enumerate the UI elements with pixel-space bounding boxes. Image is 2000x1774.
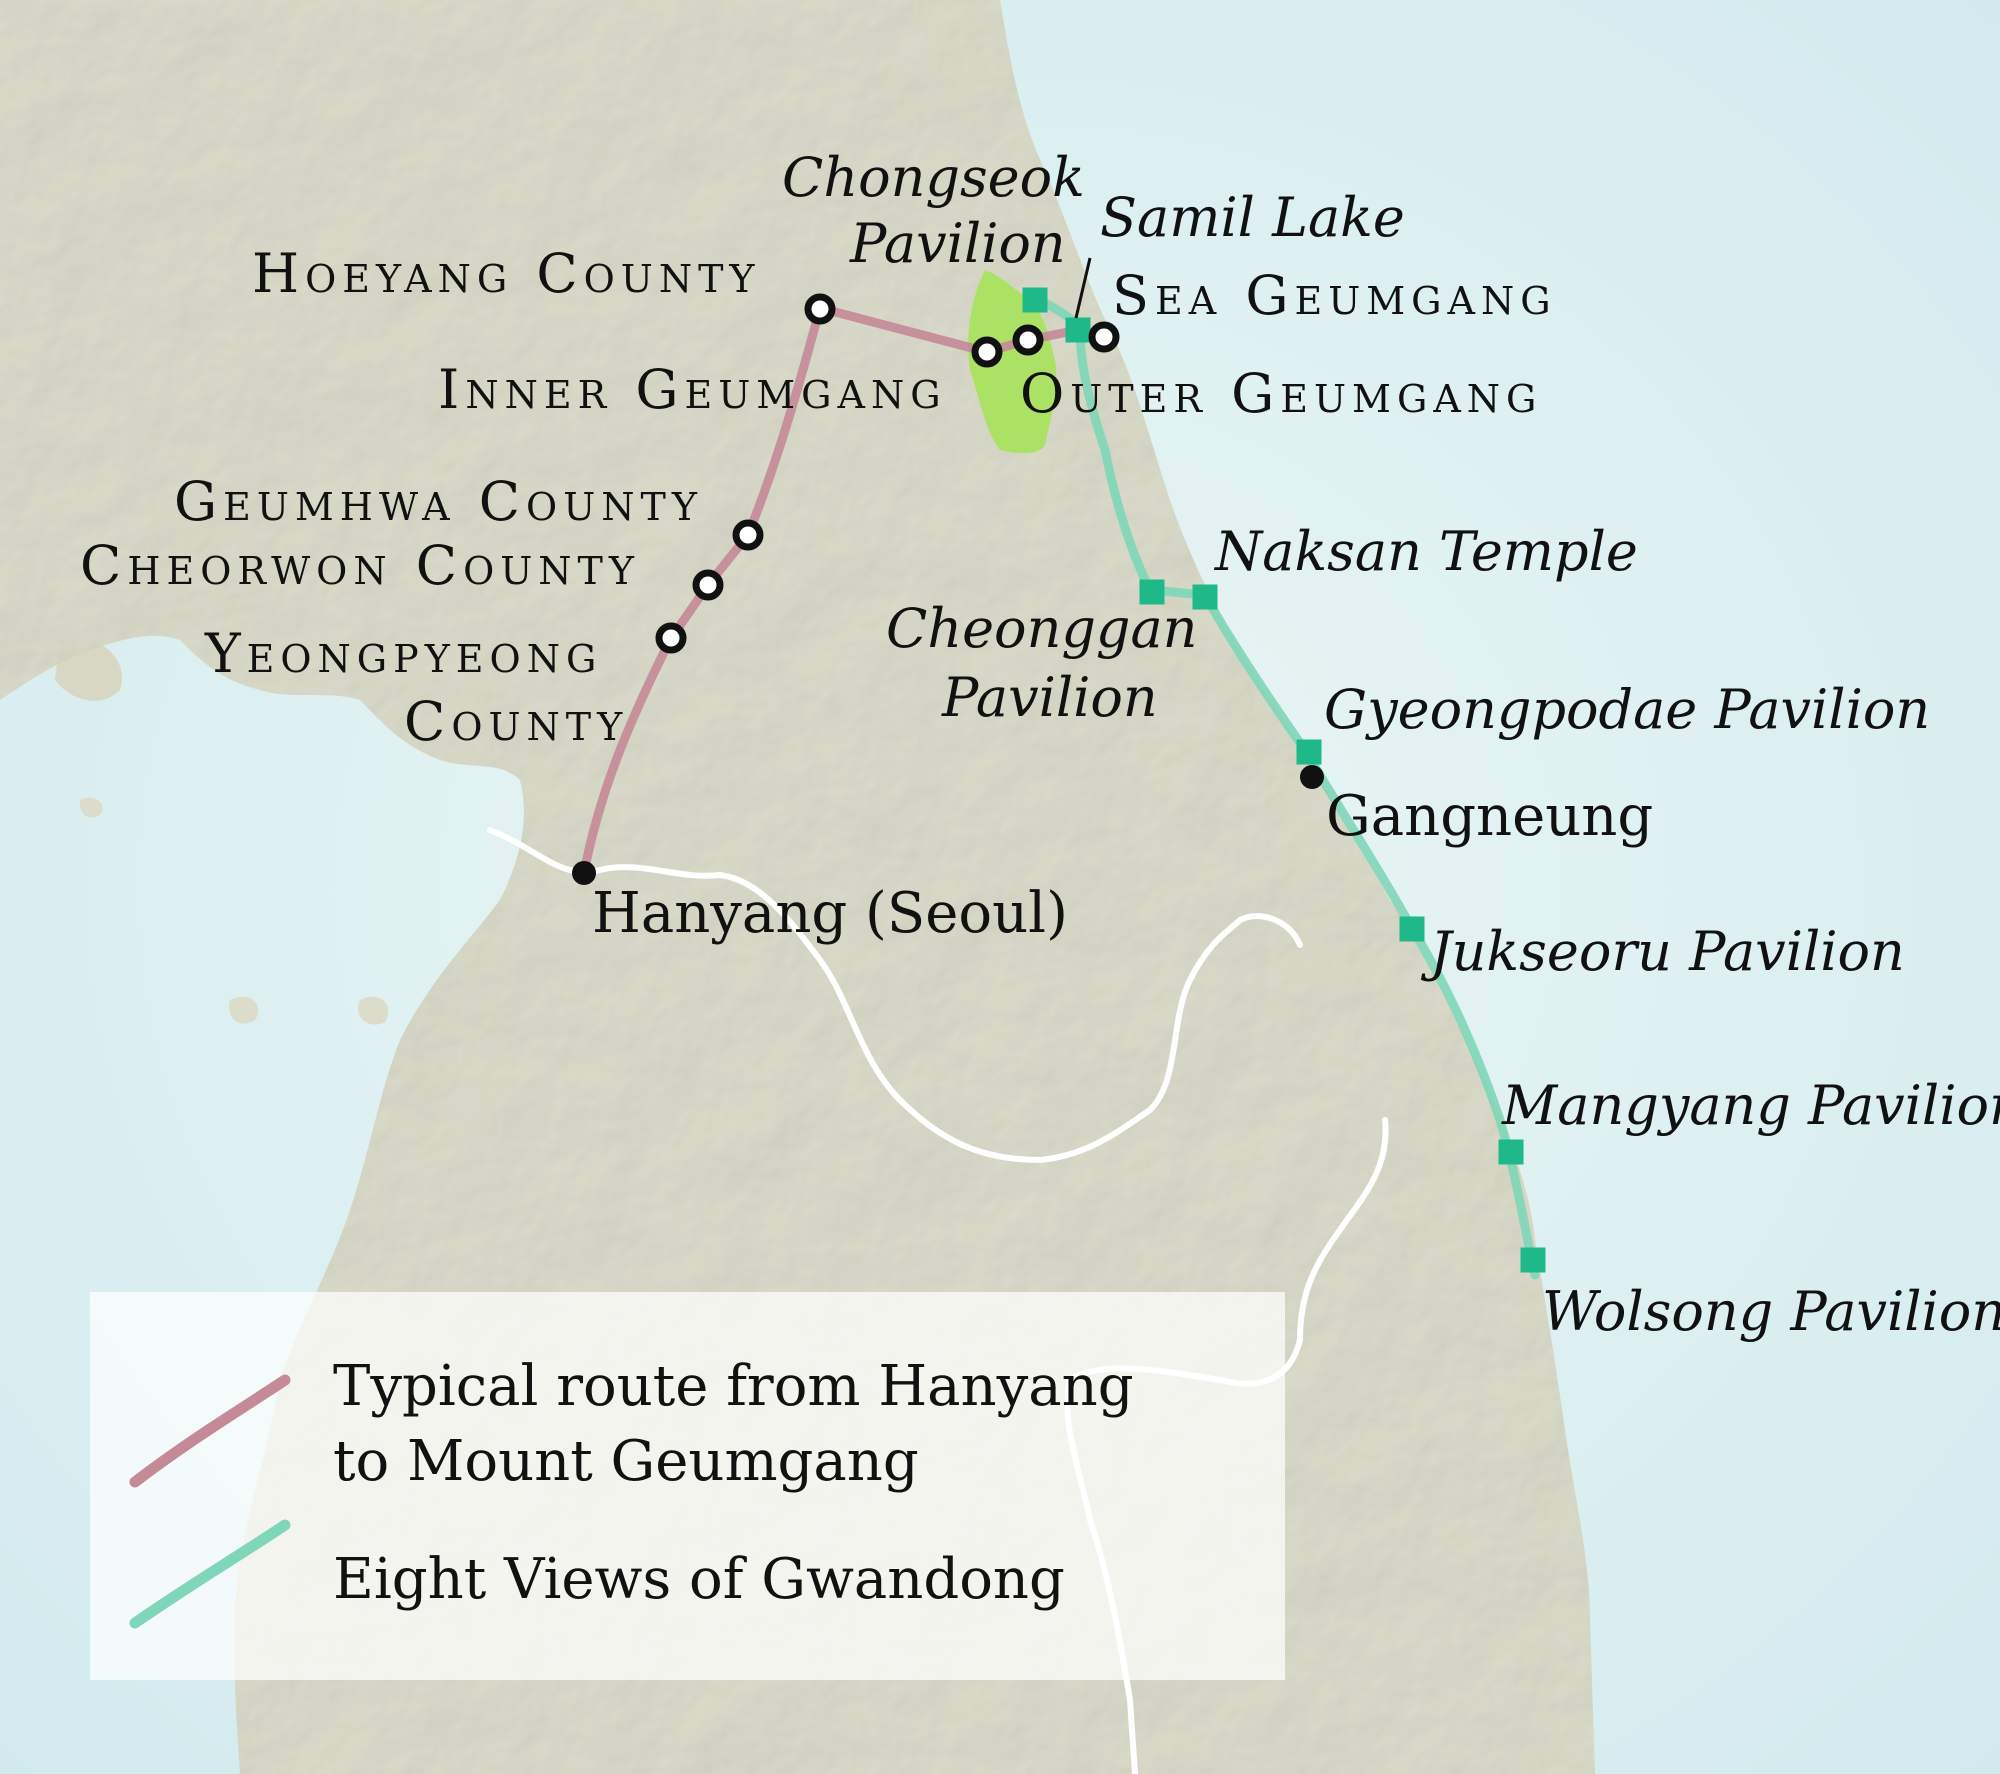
county-markers xyxy=(655,293,1120,654)
label-cheorwon-county: Cheorwon County xyxy=(80,534,640,597)
label-geumhwa-county: Geumhwa County xyxy=(174,470,703,533)
marker-mangyang-pavilion xyxy=(1498,1139,1524,1165)
label-inner-geumgang: Inner Geumgang xyxy=(438,358,947,421)
marker-jukseoru-pavilion xyxy=(1399,916,1425,942)
legend: Typical route from Hanyang to Mount Geum… xyxy=(90,1292,1285,1680)
label-jukseoru-pavilion: Jukseoru Pavilion xyxy=(1420,920,1905,983)
legend-views-swatch xyxy=(129,1519,291,1629)
label-gangneung: Gangneung xyxy=(1326,784,1653,849)
mount-geumgang-area xyxy=(968,270,1057,454)
marker-inner-geumgang xyxy=(971,336,1003,368)
marker-samil-lake xyxy=(1065,317,1091,343)
samil-leader-line xyxy=(1074,257,1092,319)
pavilion-labels: Chongseok Pavilion Samil Lake Naksan Tem… xyxy=(782,146,2000,1343)
legend-box xyxy=(90,1292,1285,1680)
marker-chongseok-pavilion xyxy=(1022,287,1048,313)
eight-views-markers xyxy=(1022,287,1546,1273)
label-outer-geumgang: Outer Geumgang xyxy=(1020,362,1542,425)
label-gyeongpodae-pavilion: Gyeongpodae Pavilion xyxy=(1324,678,1930,741)
marker-yeongpyeong-county xyxy=(655,622,687,654)
marker-hoeyang-county xyxy=(804,293,836,325)
label-cheonggan-2: Pavilion xyxy=(941,666,1158,729)
label-hoeyang-county: Hoeyang County xyxy=(252,242,761,305)
marker-hanyang xyxy=(572,861,596,885)
label-chongseok-1: Chongseok xyxy=(782,146,1085,209)
legend-views: Eight Views of Gwandong xyxy=(333,1547,1065,1612)
eight-views-route xyxy=(1030,293,1540,1280)
label-sea-geumgang: Sea Geumgang xyxy=(1112,264,1557,327)
marker-cheonggan-pavilion xyxy=(1139,579,1165,605)
label-hanyang: Hanyang (Seoul) xyxy=(592,881,1068,946)
marker-geumhwa-county xyxy=(732,519,764,551)
marker-inner-geumgang-2 xyxy=(1012,324,1044,356)
marker-gangneung xyxy=(1300,765,1324,789)
label-samil-lake: Samil Lake xyxy=(1100,186,1405,249)
marker-gyeongpodae-pavilion xyxy=(1296,739,1322,765)
label-chongseok-2: Pavilion xyxy=(849,212,1066,275)
label-cheonggan-1: Cheonggan xyxy=(886,597,1197,660)
label-mangyang-pavilion: Mangyang Pavilion xyxy=(1501,1074,2000,1137)
marker-naksan-temple xyxy=(1192,584,1218,610)
legend-route-line1: Typical route from Hanyang xyxy=(333,1354,1134,1419)
label-yeongpyeong-2: County xyxy=(404,690,628,753)
marker-outer-geumgang xyxy=(1088,321,1120,353)
marker-cheorwon-county xyxy=(692,569,724,601)
city-labels: Hanyang (Seoul) Gangneung xyxy=(592,784,1653,946)
county-labels: Hoeyang County Inner Geumgang Geumhwa Co… xyxy=(80,242,1557,753)
legend-route-line2: to Mount Geumgang xyxy=(333,1429,919,1494)
marker-wolsong-pavilion xyxy=(1520,1247,1546,1273)
label-yeongpyeong-1: Yeongpyeong xyxy=(204,622,602,685)
legend-route-swatch xyxy=(129,1374,291,1488)
label-wolsong-pavilion: Wolsong Pavilion xyxy=(1542,1280,2000,1343)
label-naksan-temple: Naksan Temple xyxy=(1213,520,1638,583)
